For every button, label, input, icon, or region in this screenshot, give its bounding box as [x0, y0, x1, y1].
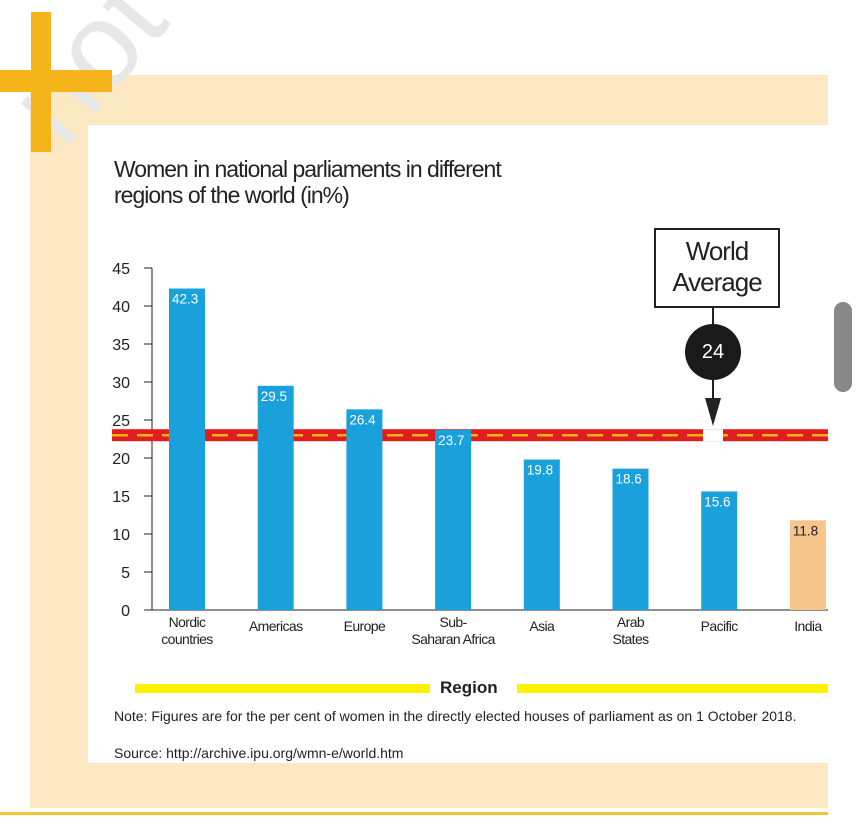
arrow-gap	[703, 429, 723, 442]
bar-2	[346, 409, 383, 610]
world-average-label-line1: World	[685, 236, 749, 266]
x-category-label-2-0: Europe	[344, 618, 386, 634]
chart-note: Note: Figures are for the per cent of wo…	[114, 708, 797, 724]
x-category-label-4-0: Asia	[529, 618, 555, 634]
x-axis-label: Region	[440, 678, 498, 697]
x-category-label-3-1: Saharan Africa	[411, 631, 495, 647]
x-category-label-7-0: India	[794, 618, 822, 634]
world-average-box: World Average	[654, 228, 780, 308]
bar-value-label-3: 23.7	[438, 433, 464, 448]
bar-6	[701, 491, 738, 610]
y-tick-label-5: 5	[121, 565, 130, 582]
region-bar-right	[517, 684, 828, 693]
x-category-label-5-0: Arab	[617, 614, 645, 630]
chart-title: Women in national parliaments in differe…	[114, 156, 502, 208]
x-category-label-1-0: Americas	[249, 618, 303, 634]
y-tick-label-20: 20	[112, 451, 130, 468]
bar-value-label-5: 18.6	[616, 472, 642, 487]
bar-5	[612, 468, 649, 610]
y-tick-label-0: 0	[121, 603, 130, 620]
x-category-label-0-0: Nordic	[169, 614, 206, 630]
bar-value-label-7: 11.8	[793, 523, 818, 538]
x-category-label-0-1: countries	[161, 631, 213, 647]
bar-value-label-6: 15.6	[704, 494, 730, 509]
x-category-label-5-1: States	[612, 631, 649, 647]
world-average-label-line2: Average	[672, 267, 762, 297]
y-tick-label-15: 15	[112, 489, 130, 506]
bottom-rule	[0, 812, 858, 815]
bar-value-label-1: 29.5	[261, 389, 287, 404]
plus-icon-horizontal	[0, 70, 112, 92]
bar-value-label-0: 42.3	[172, 292, 198, 307]
bar-1	[257, 385, 294, 610]
bar-7	[789, 520, 826, 610]
y-tick-label-25: 25	[112, 413, 130, 430]
world-average-value: 24	[685, 324, 741, 380]
x-category-label-6-0: Pacific	[701, 618, 739, 634]
bar-3	[435, 429, 472, 610]
y-tick-label-35: 35	[112, 337, 130, 354]
arrow-head	[705, 398, 721, 426]
y-tick-label-10: 10	[112, 527, 130, 544]
scrollbar-thumb[interactable]	[834, 302, 852, 392]
bar-value-label-2: 26.4	[349, 412, 376, 427]
bar-4	[523, 459, 560, 610]
y-tick-label-45: 45	[112, 261, 130, 278]
right-margin-cover	[828, 0, 858, 838]
y-tick-label-30: 30	[112, 375, 130, 392]
bar-value-label-4: 19.8	[527, 463, 553, 478]
bar-0	[169, 288, 205, 610]
region-bar-left	[135, 684, 430, 693]
chart-source: Source: http://archive.ipu.org/wmn-e/wor…	[114, 745, 404, 761]
y-tick-label-40: 40	[112, 299, 130, 316]
x-category-label-3-0: Sub-	[440, 614, 468, 630]
